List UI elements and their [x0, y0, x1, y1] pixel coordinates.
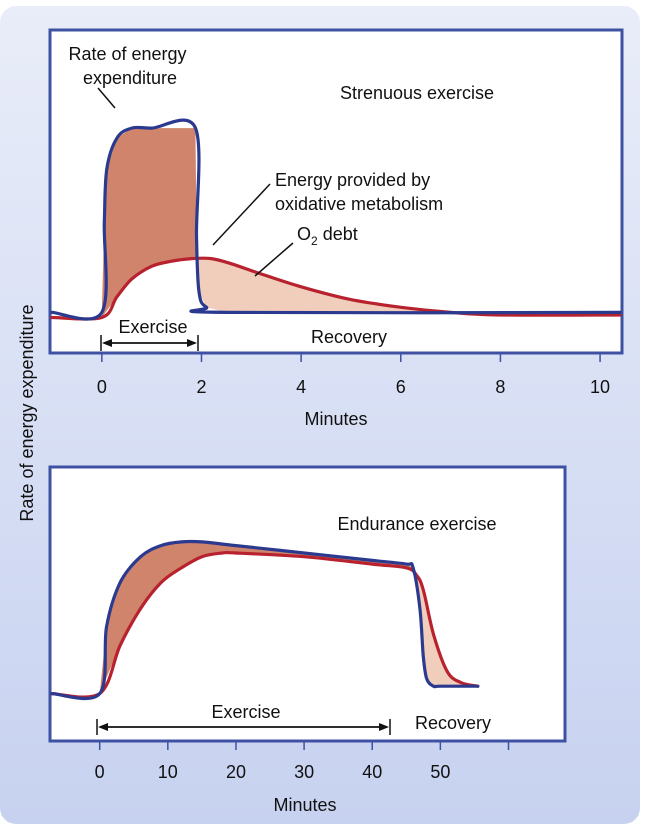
- annotation-leader: [254, 242, 294, 277]
- x-tick-label: 30: [294, 762, 314, 782]
- recovery-label: Recovery: [311, 327, 387, 347]
- annotation-line: expenditure: [83, 68, 177, 88]
- energy-expenditure-line: [50, 118, 622, 321]
- x-tick-label: 20: [226, 762, 246, 782]
- oxygen-debt-area: [196, 181, 476, 314]
- exercise-label: Exercise: [211, 702, 280, 722]
- x-tick-label: 6: [396, 377, 406, 397]
- x-tick-label: 10: [590, 377, 610, 397]
- x-tick-label: 0: [97, 377, 107, 397]
- recovery-label: Recovery: [415, 713, 491, 733]
- annotation-rate-of-energy-expenditure: Rate of energy expenditure: [68, 44, 191, 88]
- oxidative-metabolism-line: [50, 550, 480, 699]
- x-tick-label: 40: [362, 762, 382, 782]
- exercise-label: Exercise: [118, 317, 187, 337]
- x-tick-label: 8: [495, 377, 505, 397]
- annotation-oxygen-debt: O2 debt: [297, 224, 358, 248]
- x-axis-label: Minutes: [273, 795, 336, 815]
- annotation-line: Rate of energy: [68, 44, 186, 64]
- annotation-oxidative-metabolism: Energy provided by oxidative metabolism: [275, 170, 443, 214]
- o2-text: O: [297, 224, 311, 244]
- annotation-line: oxidative metabolism: [275, 194, 443, 214]
- annotation-line: Energy provided by: [275, 170, 430, 190]
- recovery-area: [416, 575, 478, 687]
- x-tick-label: 50: [430, 762, 450, 782]
- chart-title: Endurance exercise: [337, 514, 496, 534]
- y-axis-label: Rate of energy expenditure: [17, 304, 37, 521]
- x-tick-label: 4: [296, 377, 306, 397]
- annotation-leader: [97, 87, 116, 109]
- endurance-exercise-chart: 0 10 20 30 40 50 Endurance exercise Exercise …: [48, 465, 567, 815]
- annotation-leader: [212, 183, 271, 246]
- debt-text: debt: [318, 224, 358, 244]
- x-tick-label: 0: [95, 762, 105, 782]
- energy-expenditure-line: [50, 539, 480, 701]
- x-tick-label: 10: [158, 762, 178, 782]
- x-axis-label: Minutes: [304, 409, 367, 429]
- o2-subscript: 2: [311, 234, 318, 248]
- chart-title: Strenuous exercise: [340, 83, 494, 103]
- exercise-area: [101, 128, 196, 318]
- strenuous-exercise-chart: 0 2 4 6 8 10 Strenuous exercise Rate of energ…: [48, 28, 624, 429]
- x-tick-label: 2: [196, 377, 206, 397]
